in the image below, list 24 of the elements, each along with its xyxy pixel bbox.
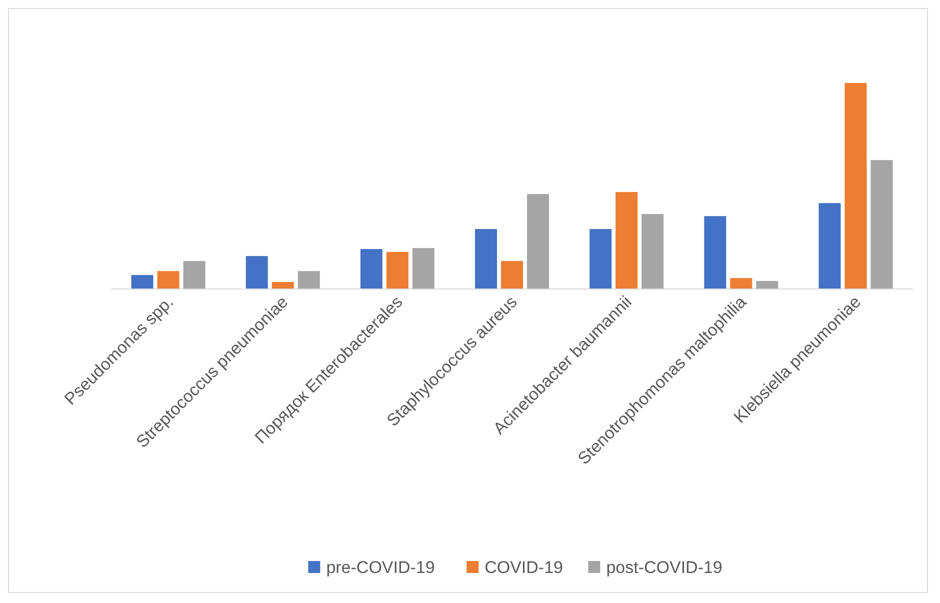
bar bbox=[272, 282, 294, 289]
bar bbox=[704, 216, 726, 289]
bar bbox=[298, 271, 320, 289]
bar bbox=[756, 280, 778, 289]
bar bbox=[590, 229, 612, 289]
bar bbox=[157, 271, 180, 289]
bar bbox=[183, 260, 206, 289]
bar bbox=[386, 252, 408, 289]
bar bbox=[360, 249, 382, 289]
legend-label: pre-COVID-19 bbox=[326, 558, 435, 577]
bar bbox=[730, 278, 752, 289]
bar bbox=[616, 192, 638, 289]
bar bbox=[844, 83, 867, 289]
bar bbox=[412, 248, 434, 289]
bar bbox=[246, 256, 268, 289]
bar bbox=[642, 214, 664, 289]
bar bbox=[475, 229, 497, 289]
bar bbox=[870, 160, 893, 289]
legend-label: post-COVID-19 bbox=[606, 558, 722, 577]
bar bbox=[818, 203, 841, 289]
legend-label: COVID-19 bbox=[484, 558, 564, 577]
bar bbox=[501, 260, 523, 289]
bar bbox=[527, 194, 549, 289]
bar bbox=[131, 274, 154, 289]
